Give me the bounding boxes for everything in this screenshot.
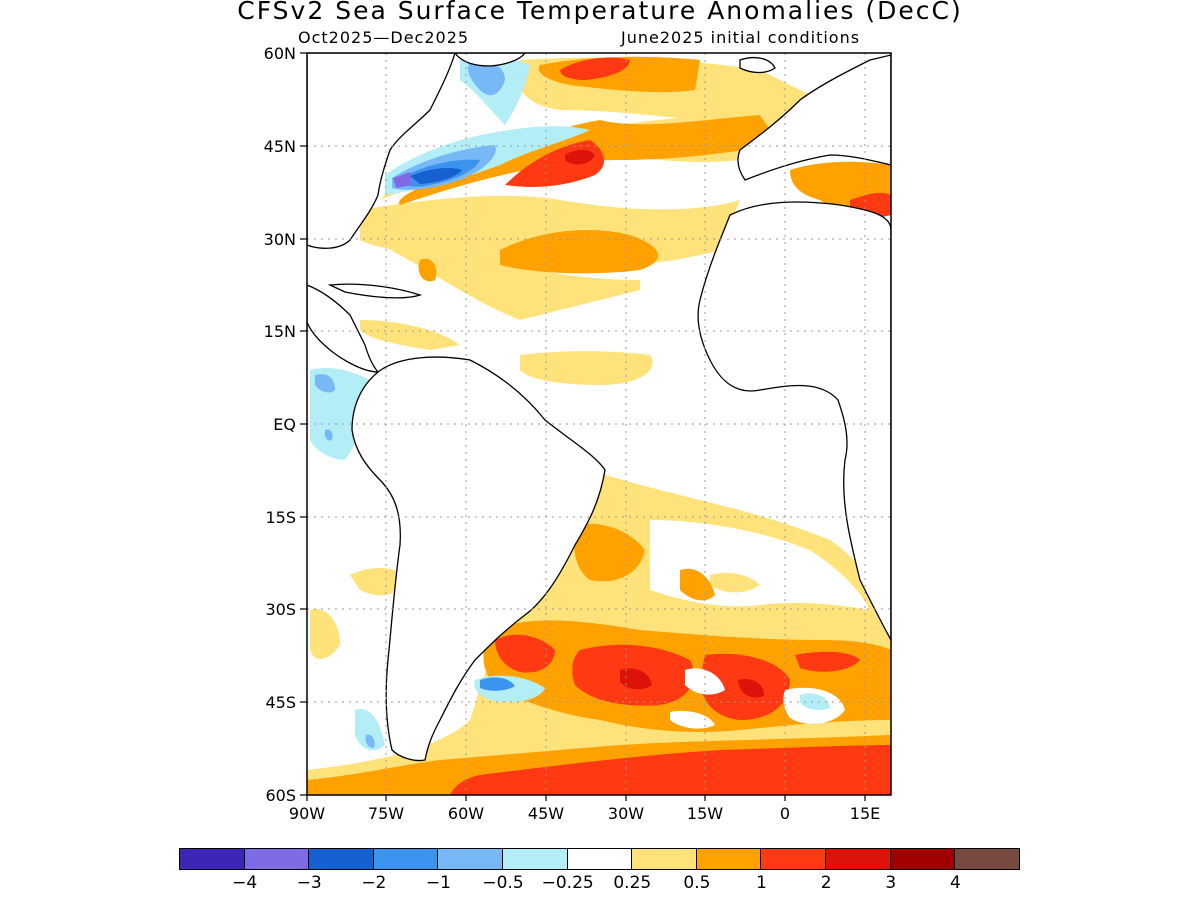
colorbar-label: −0.25	[541, 873, 594, 893]
lat-label: 60S	[265, 786, 296, 805]
lat-label: 15S	[265, 508, 296, 527]
gridlines	[307, 53, 891, 795]
lon-label: 0	[779, 804, 791, 823]
colorbar-swatch	[372, 848, 439, 870]
lon-label: 15E	[849, 804, 881, 823]
lat-label: 45S	[265, 693, 296, 712]
lon-label: 15W	[686, 804, 724, 823]
lon-label: 90W	[288, 804, 326, 823]
colorbar-swatch	[179, 848, 245, 870]
colorbar-swatch	[760, 848, 827, 870]
colorbar-swatch	[889, 848, 956, 870]
lat-label: 15N	[263, 322, 296, 341]
lat-label: 60N	[263, 44, 296, 63]
colorbar-label: −3	[296, 873, 322, 893]
colorbar-swatch	[631, 848, 697, 870]
colorbar-swatch	[825, 848, 891, 870]
colorbar-swatch	[502, 848, 568, 870]
colorbar-label: −4	[232, 873, 258, 893]
colorbar-swatch	[437, 848, 504, 870]
period-label: Oct2025—Dec2025	[298, 28, 470, 47]
colorbar-label: 3	[885, 873, 897, 893]
colorbar-label: 4	[949, 873, 961, 893]
colorbar-label: 0.25	[613, 873, 652, 893]
colorbar-swatch	[308, 848, 374, 870]
colorbar-label: 0.5	[683, 873, 711, 893]
colorbar-label: −0.5	[482, 873, 524, 893]
lon-label: 30W	[607, 804, 645, 823]
lon-label: 75W	[367, 804, 405, 823]
colorbar-label: 2	[820, 873, 832, 893]
coastlines	[307, 53, 891, 762]
init-label: June2025 initial conditions	[621, 28, 861, 47]
lat-label: EQ	[273, 415, 296, 434]
colorbar-swatch	[695, 848, 762, 870]
colorbar-label: 1	[756, 873, 767, 893]
axis-ticks	[300, 52, 866, 801]
map-title: CFSv2 Sea Surface Temperature Anomalies …	[237, 0, 963, 25]
lon-label: 60W	[447, 804, 485, 823]
lat-label: 30N	[263, 230, 296, 249]
colorbar-label: −2	[361, 873, 387, 893]
colorbar	[179, 848, 1020, 870]
lon-label: 45W	[527, 804, 565, 823]
colorbar-label: −1	[425, 873, 451, 893]
lat-label: 45N	[263, 137, 296, 156]
colorbar-swatch	[954, 848, 1020, 870]
lat-label: 30S	[265, 600, 296, 619]
colorbar-swatch	[243, 848, 310, 870]
colorbar-swatch	[566, 848, 633, 870]
